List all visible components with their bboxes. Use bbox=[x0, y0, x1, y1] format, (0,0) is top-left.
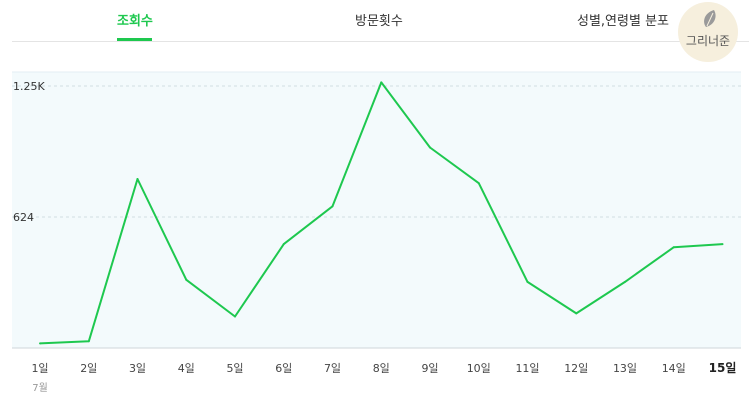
y-tick-label: 624 bbox=[13, 211, 34, 224]
x-tick-label: 3일 bbox=[129, 361, 146, 375]
x-tick-label: 1일 bbox=[31, 361, 48, 375]
data-point bbox=[575, 312, 578, 315]
data-point bbox=[526, 280, 529, 283]
x-tick-label: 5일 bbox=[226, 361, 243, 375]
x-tick-label: 11일 bbox=[515, 361, 539, 375]
x-tick-label: 4일 bbox=[178, 361, 195, 375]
tab-gender-age-distribution[interactable]: 성별,연령별 분포 bbox=[577, 14, 669, 29]
x-tick-label: 2일 bbox=[80, 361, 97, 375]
x-tick-label: 9일 bbox=[421, 361, 438, 375]
data-point bbox=[136, 178, 139, 181]
x-tick-label: 8일 bbox=[373, 361, 390, 375]
data-point bbox=[87, 340, 90, 343]
data-point bbox=[672, 246, 675, 249]
profile-logo[interactable]: 그리너준 bbox=[678, 2, 738, 62]
data-point bbox=[429, 146, 431, 149]
y-tick-label: 1.25K bbox=[13, 80, 45, 93]
tab-views[interactable]: 조회수 bbox=[117, 14, 153, 29]
data-point bbox=[331, 205, 334, 208]
x-tick-label: 14일 bbox=[662, 361, 686, 375]
x-tick-label: 6일 bbox=[275, 361, 292, 375]
plot-area bbox=[12, 72, 741, 348]
data-point bbox=[477, 182, 480, 185]
data-point bbox=[234, 315, 236, 318]
data-point bbox=[282, 243, 285, 246]
x-tick-label: 10일 bbox=[467, 361, 491, 375]
tab-visits[interactable]: 방문횟수 bbox=[355, 14, 403, 29]
x-tick-label: 15일 bbox=[709, 361, 737, 375]
tab-bar: 조회수 방문횟수 성별,연령별 분포 bbox=[0, 0, 749, 42]
data-point bbox=[721, 243, 724, 246]
active-tab-indicator bbox=[117, 38, 152, 41]
data-point bbox=[380, 81, 383, 84]
x-tick-label: 7일 bbox=[324, 361, 341, 375]
month-label: 7월 bbox=[32, 382, 48, 394]
logo-text: 그리너준 bbox=[685, 34, 731, 48]
x-tick-label: 12일 bbox=[564, 361, 588, 375]
data-point bbox=[624, 280, 626, 283]
x-tick-label: 13일 bbox=[613, 361, 637, 375]
tab-divider bbox=[12, 41, 749, 42]
leaf-icon bbox=[704, 10, 716, 27]
data-point bbox=[39, 342, 41, 345]
data-point bbox=[185, 278, 188, 281]
